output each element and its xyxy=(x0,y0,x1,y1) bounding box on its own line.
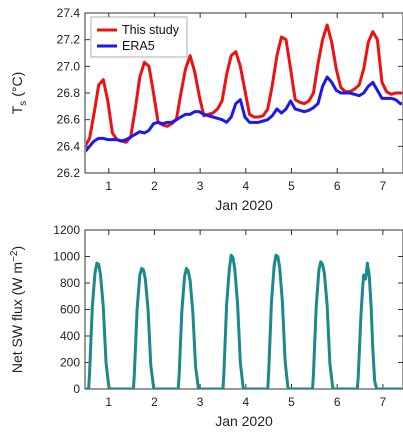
x-tick-label: 7 xyxy=(380,395,387,409)
legend-box xyxy=(90,16,188,58)
y-tick-label: 26.2 xyxy=(57,166,81,180)
y-tick-label: 200 xyxy=(60,356,80,370)
y-tick-label: 1200 xyxy=(53,223,80,237)
series-line-1 xyxy=(86,75,402,153)
y-tick-label: 1000 xyxy=(53,250,80,264)
series-line-0 xyxy=(86,253,402,389)
y-tick-label: 27.2 xyxy=(57,33,81,47)
y-tick-label: 26.6 xyxy=(57,113,81,127)
y-tick-label: 0 xyxy=(73,382,80,396)
y-tick-label: 800 xyxy=(60,276,80,290)
x-tick-label: 5 xyxy=(288,179,295,193)
y-tick-label: 600 xyxy=(60,303,80,317)
x-tick-label: 3 xyxy=(197,179,204,193)
y-tick-label: 27.4 xyxy=(57,6,81,20)
y-tick-label: 400 xyxy=(60,329,80,343)
y-axis-label-subscript: s xyxy=(18,101,29,106)
x-tick-label: 1 xyxy=(105,395,112,409)
y-tick-label: 27.0 xyxy=(57,59,81,73)
x-axis-label: Jan 2020 xyxy=(215,197,273,213)
y-tick-label: 26.8 xyxy=(57,86,81,100)
y-axis-label-unit: (°C) xyxy=(9,72,25,101)
x-tick-label: 1 xyxy=(105,179,112,193)
x-tick-label: 6 xyxy=(334,395,341,409)
x-tick-label: 4 xyxy=(242,179,249,193)
sw-flux-chart: 0 200 400 600 800 1000 1200 1 2 3 4 5 6 7 Jan 2020 Net … xyxy=(9,223,403,429)
x-tick-label: 2 xyxy=(151,395,158,409)
series-line-0 xyxy=(86,23,402,148)
y-axis-label-main: Net SW flux (W m xyxy=(9,262,25,373)
x-axis-label: Jan 2020 xyxy=(215,413,273,429)
legend-label: This study xyxy=(122,23,180,37)
temperature-chart: 26.2 26.4 26.6 26.8 27.0 27.2 27.4 1 2 3 4 5 6 7 Jan 2… xyxy=(9,6,403,213)
legend-label: ERA5 xyxy=(122,39,155,53)
y-axis-label-main: T xyxy=(9,105,25,114)
x-tick-label: 6 xyxy=(334,179,341,193)
y-tick-label: 26.4 xyxy=(57,139,81,153)
x-tick-label: 4 xyxy=(242,395,249,409)
x-tick-label: 2 xyxy=(151,179,158,193)
y-axis-label-superscript: −2 xyxy=(9,250,20,262)
x-tick-label: 3 xyxy=(197,395,204,409)
x-tick-label: 7 xyxy=(380,179,387,193)
y-axis-label-tail: ) xyxy=(9,246,25,251)
y-axis-label: Net SW flux (W m−2) xyxy=(9,246,25,373)
plot-frame xyxy=(84,229,403,390)
y-axis-label: Ts (°C) xyxy=(9,72,29,115)
x-tick-label: 5 xyxy=(288,395,295,409)
